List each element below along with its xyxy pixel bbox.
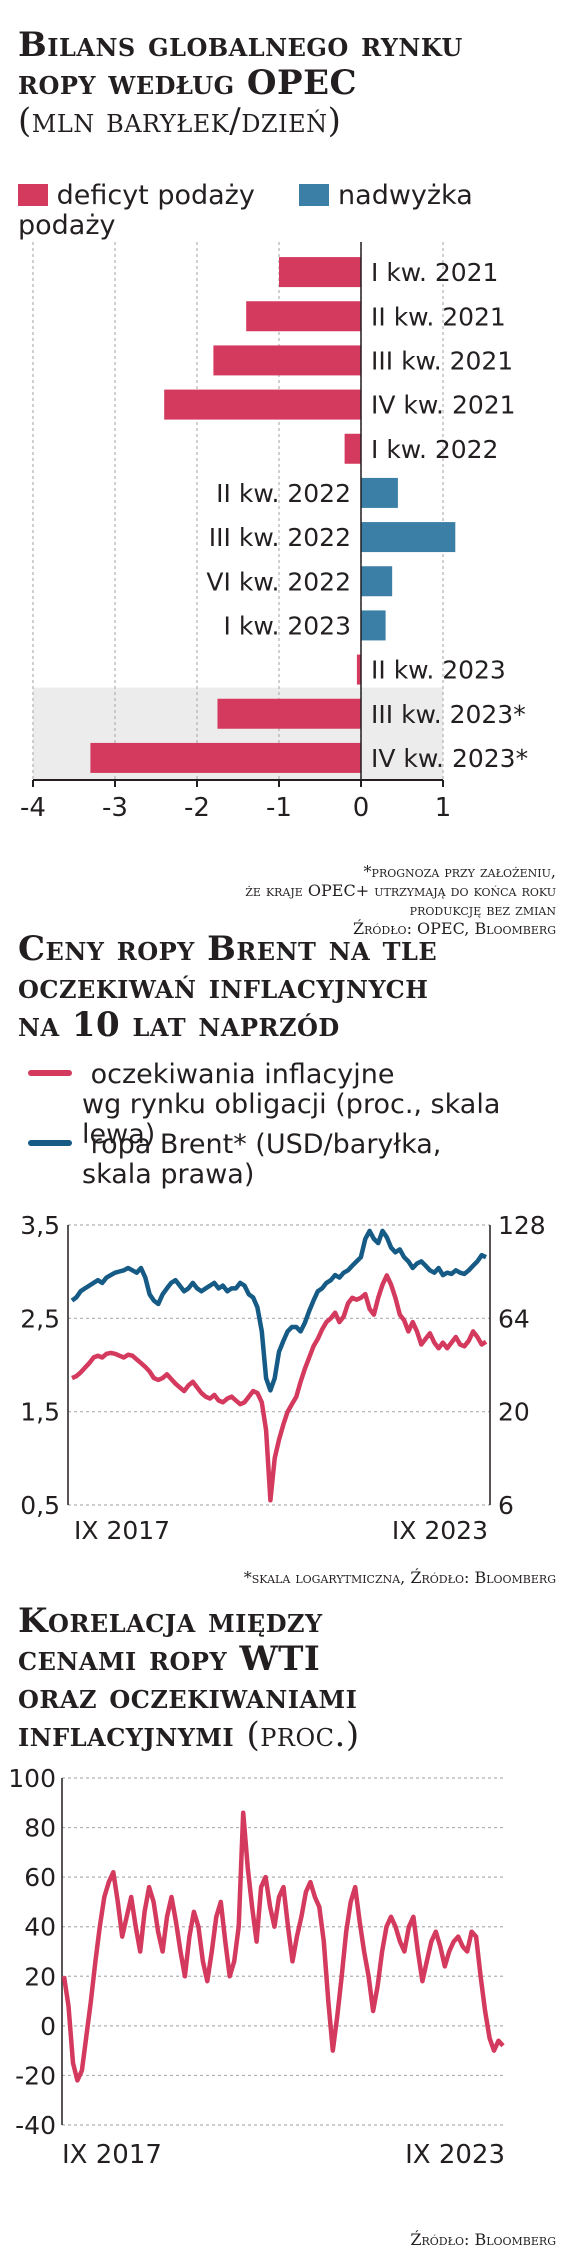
x-tick-label-end: IX 2023 — [405, 2140, 505, 2170]
chart1-footnote: *prognoza przy założeniu, że kraje OPEC+… — [245, 862, 556, 938]
chart3-title-line4: inflacyjnymi — [18, 1715, 235, 1755]
bar — [217, 698, 361, 729]
bar — [213, 345, 361, 376]
chart3-title-line1: Korelacja między — [18, 1601, 323, 1641]
bar — [361, 522, 456, 553]
category-label: II kw. 2021 — [371, 302, 506, 331]
chart1-footnote-line3: produkcję bez zmian — [409, 900, 556, 919]
chart2-title-line1: Ceny ropy Brent na tle — [18, 929, 438, 969]
y-tick-label: -40 — [15, 2111, 56, 2140]
chart1-footnote-line1: *prognoza przy założeniu, — [363, 862, 556, 881]
y-tick-label: 0 — [40, 2012, 56, 2041]
chart2-legend-brent: ropa Brent* (USD/baryłka, skala prawa) — [18, 1130, 441, 1190]
category-label: III kw. 2023* — [371, 700, 526, 729]
chart3-source: Źródło: Bloomberg — [410, 2230, 556, 2249]
x-tick-label: -3 — [102, 793, 128, 823]
y-tick-label-right: 6 — [498, 1491, 514, 1520]
bar — [246, 301, 361, 332]
y-tick-label: -20 — [15, 2061, 56, 2090]
chart3-line-chart: -40 -20 0 20 40 60 80 100 IX 2017 IX 2023 — [8, 1764, 505, 2170]
y-tick-label-right: 64 — [498, 1304, 530, 1333]
chart2-title-line3: na 10 lat naprzód — [18, 1005, 340, 1045]
x-tick-label: -4 — [20, 793, 46, 823]
chart1-title: Bilans globalnego rynku ropy według OPEC… — [18, 26, 463, 140]
category-label: III kw. 2021 — [371, 346, 513, 375]
chart2-legend-inflation: oczekiwania inflacyjne wg rynku obligacj… — [18, 1060, 564, 1150]
series-line-correlation — [61, 1810, 505, 2083]
y-tick-label: 60 — [24, 1863, 56, 1892]
chart1-footnote-line2: że kraje OPEC+ utrzymają do końca roku — [245, 881, 556, 900]
x-tick-label: 1 — [435, 793, 452, 823]
y-tick-label-right: 20 — [498, 1398, 530, 1427]
legend-label-inflation-line2: wg rynku obligacji (proc., skala lewa) — [82, 1089, 501, 1150]
chart1-bar-chart: -4 -3 -2 -1 0 1 I kw. 2021 II kw. 2021 III kw. 2… — [20, 242, 528, 823]
series-line-inflation — [71, 1273, 488, 1503]
legend-label-inflation-line1: oczekiwania inflacyjne — [90, 1059, 395, 1090]
y-tick-label-left: 0,5 — [20, 1491, 60, 1520]
y-tick-label-left: 1,5 — [20, 1398, 60, 1427]
y-tick-label: 80 — [24, 1814, 56, 1843]
x-tick-label-start: IX 2017 — [62, 2140, 162, 2170]
x-tick-label: 0 — [353, 793, 370, 823]
bar — [344, 433, 361, 464]
category-label: II kw. 2023 — [371, 656, 506, 685]
y-tick-label-left: 3,5 — [20, 1211, 60, 1240]
y-tick-label: 40 — [24, 1913, 56, 1942]
legend-label-brent-line1: ropa Brent* (USD/baryłka, — [90, 1129, 442, 1160]
legend-label-brent-line2: skala prawa) — [82, 1159, 255, 1190]
y-tick-label: 100 — [8, 1764, 56, 1793]
bar — [164, 389, 361, 420]
chart1-title-unit: (mln baryłek/dzień) — [18, 101, 342, 141]
chart1-title-line1: Bilans globalnego rynku — [18, 25, 463, 65]
bar — [279, 257, 361, 288]
chart3-title-line3: oraz oczekiwaniami — [18, 1677, 358, 1717]
chart2-footnote-text: *skala logarytmiczna, Źródło: Bloomberg — [243, 1568, 556, 1587]
legend-swatch-surplus — [299, 184, 330, 206]
bar — [361, 610, 386, 641]
category-label: VI kw. 2022 — [206, 567, 351, 596]
chart2-title-line2: oczekiwań inflacyjnych — [18, 967, 429, 1007]
series-line-brent — [70, 1228, 487, 1393]
chart2-line-chart: 0,5 1,5 2,5 3,5 6 20 64 128 IX 2017 IX 2023 — [20, 1211, 546, 1545]
chart3-source-block: Źródło: Bloomberg — [410, 2230, 556, 2249]
x-tick-label-start: IX 2017 — [74, 1516, 170, 1545]
chart1-title-line2: ropy według OPEC — [18, 63, 358, 103]
category-label: III kw. 2022 — [209, 523, 351, 552]
category-label: I kw. 2022 — [371, 435, 498, 464]
chart1-source: Źródło: OPEC, Bloomberg — [352, 919, 556, 938]
legend-line-inflation — [28, 1070, 72, 1076]
y-tick-label: 20 — [24, 1962, 56, 1991]
y-tick-label-right: 128 — [498, 1211, 546, 1240]
chart3-title-unit: (proc.) — [246, 1715, 360, 1755]
legend-label-deficit: deficyt podaży — [56, 180, 255, 211]
chart2-footnote: *skala logarytmiczna, Źródło: Bloomberg — [244, 1568, 556, 1587]
chart1-legend: deficyt podaży nadwyżka podaży — [18, 181, 564, 241]
bar — [361, 566, 393, 597]
category-label: IV kw. 2021 — [371, 391, 516, 420]
chart2-title: Ceny ropy Brent na tle oczekiwań inflacy… — [18, 930, 437, 1044]
x-tick-label: -1 — [266, 793, 292, 823]
category-label: I kw. 2021 — [371, 258, 498, 287]
chart3-title-line2: cenami ropy WTI — [18, 1639, 321, 1679]
bar — [90, 742, 362, 773]
x-tick-label-end: IX 2023 — [392, 1516, 488, 1545]
y-tick-label-left: 2,5 — [20, 1304, 60, 1333]
category-label: IV kw. 2023* — [371, 744, 528, 773]
chart3-title: Korelacja między cenami ropy WTI oraz oc… — [18, 1602, 360, 1754]
x-tick-label: -2 — [184, 793, 210, 823]
bar — [356, 654, 361, 685]
category-label: I kw. 2023 — [224, 611, 351, 640]
category-label: II kw. 2022 — [216, 479, 351, 508]
legend-label-surplus: nadwyżka podaży — [18, 180, 473, 241]
legend-swatch-deficit — [18, 184, 48, 206]
legend-line-brent — [28, 1140, 72, 1146]
bar — [361, 477, 398, 508]
